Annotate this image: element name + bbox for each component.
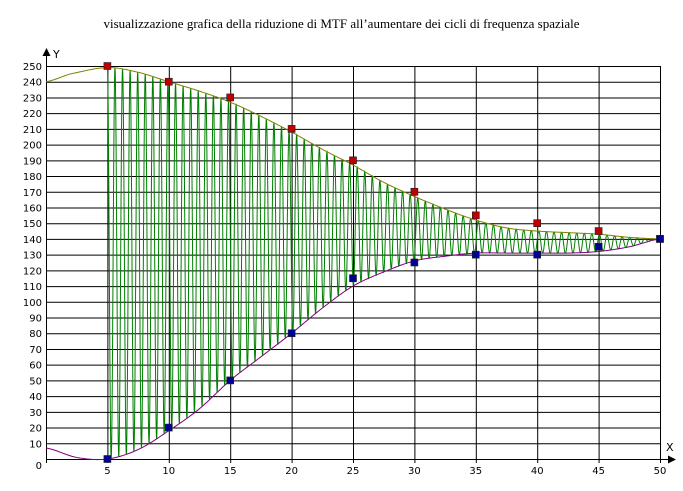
x-tick-label: 20 (285, 466, 298, 477)
upper-data-point (471, 211, 480, 220)
origin-label: 0 (36, 461, 42, 472)
y-tick-label: 200 (23, 141, 42, 152)
y-tick-label: 30 (29, 408, 42, 419)
upper-data-point (349, 156, 357, 165)
lower-envelope-line (45, 238, 661, 461)
y-tick-label: 210 (23, 125, 42, 136)
upper-data-point (103, 62, 112, 70)
y-tick-label: 80 (29, 329, 42, 340)
y-axis-label: Y (52, 48, 60, 61)
oscillation-line (106, 67, 660, 460)
x-tick-label: 5 (104, 466, 110, 477)
x-tick-label: 35 (469, 466, 482, 477)
y-tick-label: 130 (23, 251, 42, 262)
upper-data-point (533, 219, 542, 227)
x-axis-arrow (668, 455, 676, 464)
y-tick-label: 140 (23, 235, 42, 246)
y-tick-label: 10 (29, 439, 42, 450)
y-tick-label: 180 (23, 172, 42, 183)
y-tick-label: 240 (23, 78, 42, 89)
markers (103, 62, 664, 463)
lower-data-point (594, 242, 603, 251)
x-tick-label: 40 (531, 466, 544, 477)
y-tick-label: 250 (23, 62, 42, 73)
upper-data-point (410, 187, 419, 196)
y-tick-label: 20 (29, 424, 42, 435)
y-tick-label: 170 (23, 188, 42, 199)
y-tick-label: 110 (23, 282, 42, 293)
upper-data-point (287, 125, 296, 133)
lower-data-point (349, 274, 357, 283)
y-tick-label: 150 (23, 219, 42, 230)
axes (42, 48, 676, 464)
lower-data-point (226, 376, 234, 385)
lower-data-point (103, 455, 112, 463)
y-tick-label: 40 (29, 392, 42, 403)
series (45, 67, 661, 461)
upper-data-point (226, 93, 234, 102)
upper-envelope-line (45, 67, 661, 240)
y-tick-label: 60 (29, 361, 42, 372)
lower-data-point (287, 329, 296, 338)
y-tick-label: 90 (29, 314, 42, 325)
y-tick-label: 220 (23, 109, 42, 120)
grid-lines (46, 66, 661, 459)
x-tick-label: 50 (654, 466, 667, 477)
x-tick-label: 10 (162, 466, 175, 477)
lower-data-point (533, 250, 542, 259)
y-axis-arrow (42, 48, 51, 56)
y-tick-label: 190 (23, 156, 42, 167)
y-tick-label: 230 (23, 93, 42, 104)
chart-title: visualizzazione grafica della riduzione … (103, 16, 580, 31)
x-tick-label: 30 (408, 466, 421, 477)
y-tick-label: 70 (29, 345, 42, 356)
y-tick-label: 100 (23, 298, 42, 309)
y-tick-label: 120 (23, 266, 42, 277)
x-tick-label: 15 (224, 466, 237, 477)
lower-data-point (165, 423, 173, 432)
y-tick-label: 50 (29, 376, 42, 387)
y-tick-label: 160 (23, 203, 42, 214)
tick-labels: 1020304050607080901001101201301401501601… (23, 48, 674, 477)
lower-data-point (471, 250, 480, 259)
lower-data-point (410, 258, 419, 267)
upper-data-point (594, 227, 603, 235)
x-axis-label: X (666, 441, 674, 454)
x-tick-label: 25 (347, 466, 360, 477)
lower-data-point (656, 235, 664, 243)
x-tick-label: 45 (592, 466, 605, 477)
upper-data-point (165, 77, 173, 86)
